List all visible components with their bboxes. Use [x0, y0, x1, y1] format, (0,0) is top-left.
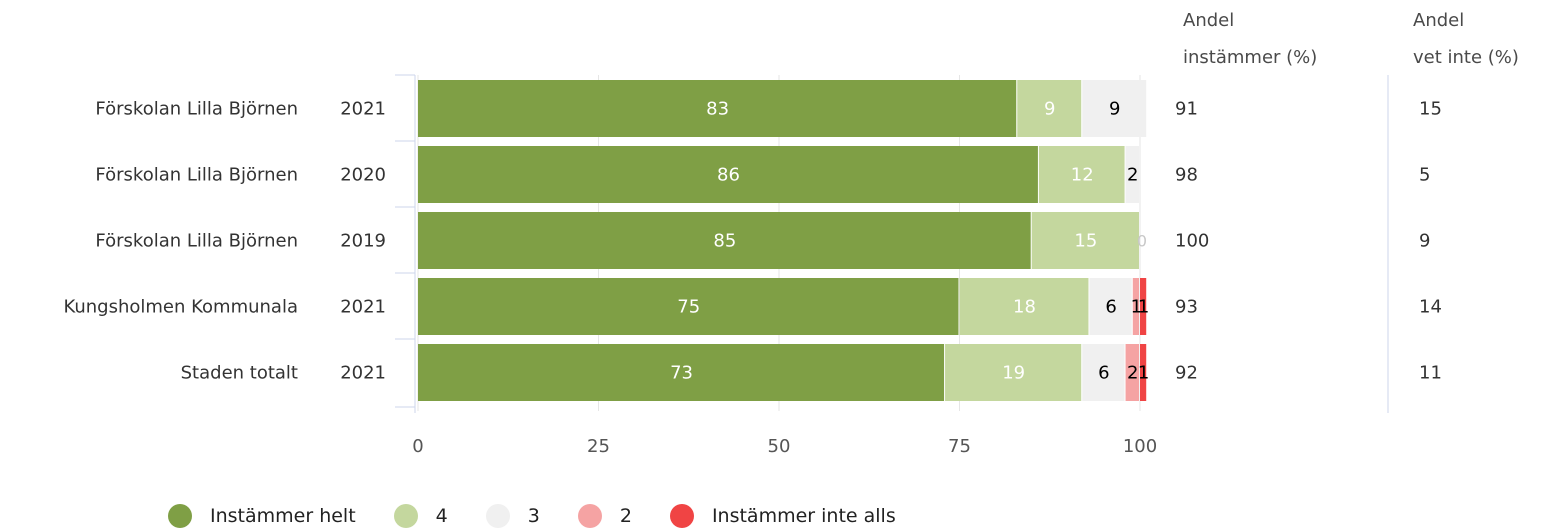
- bar-segment: [1140, 278, 1147, 335]
- legend-label: 2: [619, 505, 632, 527]
- bar-value-label: 85: [713, 231, 736, 252]
- legend-item-instammer-inte-alls[interactable]: Instämmer inte alls: [669, 504, 896, 528]
- bar-segment: [418, 80, 1017, 137]
- bar-segment: [1082, 344, 1125, 401]
- category-label: Staden totalt: [181, 363, 298, 384]
- category-year: 2019: [340, 231, 386, 252]
- bar-value-label: 6: [1098, 363, 1109, 384]
- bar-segment: [1132, 278, 1139, 335]
- andel-vet-inte-value: 11: [1419, 363, 1442, 384]
- category-year: 2020: [340, 165, 386, 186]
- bar-segment: [1125, 344, 1139, 401]
- bar-value-label: 73: [670, 363, 693, 384]
- legend-label: 3: [527, 505, 540, 527]
- bar-segment: [418, 212, 1031, 269]
- bar-value-label: 86: [717, 165, 740, 186]
- category-label: Kungsholmen Kommunala: [63, 297, 298, 318]
- legend-swatch: [393, 504, 418, 528]
- bar-segment: [1082, 80, 1147, 137]
- bar-value-label: 9: [1044, 99, 1055, 120]
- legend-item-instammer-helt[interactable]: Instämmer helt: [168, 504, 356, 528]
- category-label: Förskolan Lilla Björnen: [95, 165, 298, 186]
- category-year: 2021: [340, 99, 386, 120]
- bar-value-label: 19: [1002, 363, 1025, 384]
- bar-segment: [945, 344, 1082, 401]
- bar-value-label: 15: [1074, 231, 1097, 252]
- header-andel-vet-inte-line2: vet inte (%): [1413, 47, 1519, 68]
- bar-segment: [1031, 212, 1139, 269]
- bar-segment: [418, 344, 945, 401]
- bar-value-label: 2: [1127, 363, 1138, 384]
- bar-value-label: 1: [1138, 297, 1149, 318]
- bar-value-label: 6: [1105, 297, 1116, 318]
- bar-value-label: 2: [1127, 165, 1138, 186]
- bar-value-label: 1: [1138, 363, 1149, 384]
- bar-segment: [418, 278, 959, 335]
- andel-instammer-value: 92: [1175, 363, 1198, 384]
- bar-segment: [1017, 80, 1082, 137]
- legend-swatch: [168, 504, 192, 528]
- legend-item-4[interactable]: 4: [393, 504, 448, 528]
- bar-value-label: 12: [1071, 165, 1094, 186]
- chart-legend: Instämmer helt 4 3 2 Instämmer inte alls: [168, 504, 934, 528]
- header-andel-instammer-line1: Andel: [1183, 10, 1235, 31]
- bar-value-label: 75: [677, 297, 700, 318]
- legend-label: 4: [435, 505, 448, 527]
- bar-segment: [418, 146, 1038, 203]
- x-tick-label: 0: [412, 436, 423, 457]
- bar-value-label: 1: [1131, 297, 1142, 318]
- andel-instammer-value: 100: [1175, 231, 1209, 252]
- x-tick-label: 25: [587, 436, 610, 457]
- bar-segment: [959, 278, 1089, 335]
- bar-value-label: 0: [1137, 232, 1147, 251]
- category-year: 2021: [340, 297, 386, 318]
- andel-vet-inte-value: 14: [1419, 297, 1442, 318]
- category-year: 2021: [340, 363, 386, 384]
- andel-vet-inte-value: 5: [1419, 165, 1430, 186]
- legend-item-2[interactable]: 2: [577, 504, 632, 528]
- x-tick-label: 75: [948, 436, 971, 457]
- andel-instammer-value: 98: [1175, 165, 1198, 186]
- bar-value-label: 9: [1109, 99, 1120, 120]
- bar-segment: [1089, 278, 1132, 335]
- andel-instammer-value: 91: [1175, 99, 1198, 120]
- andel-instammer-value: 93: [1175, 297, 1198, 318]
- legend-label: Instämmer inte alls: [711, 505, 896, 527]
- category-label: Förskolan Lilla Björnen: [95, 99, 298, 120]
- legend-swatch: [577, 504, 602, 528]
- andel-vet-inte-value: 9: [1419, 231, 1430, 252]
- bar-segment: [1125, 146, 1139, 203]
- legend-label: Instämmer helt: [210, 505, 356, 527]
- x-tick-label: 100: [1123, 436, 1157, 457]
- header-andel-instammer-line2: instämmer (%): [1183, 47, 1318, 68]
- x-tick-label: 50: [768, 436, 791, 457]
- legend-swatch: [485, 504, 510, 528]
- legend-item-3[interactable]: 3: [485, 504, 540, 528]
- bar-segment: [1140, 344, 1147, 401]
- bar-value-label: 83: [706, 99, 729, 120]
- header-andel-vet-inte-line1: Andel: [1413, 10, 1465, 31]
- andel-vet-inte-value: 15: [1419, 99, 1442, 120]
- legend-swatch: [669, 504, 694, 528]
- bar-value-label: 18: [1013, 297, 1036, 318]
- category-label: Förskolan Lilla Björnen: [95, 231, 298, 252]
- bar-segment: [1038, 146, 1125, 203]
